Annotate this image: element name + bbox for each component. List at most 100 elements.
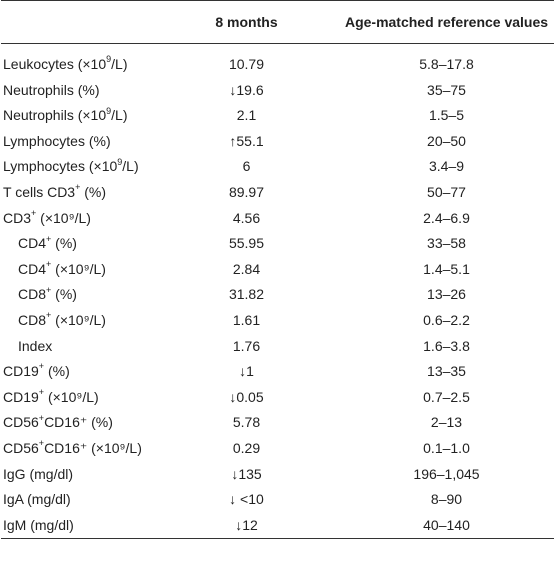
parameter-unit: CD16⁺ (×10⁹/L) [44,439,142,456]
reference-cell: 0.7–2.5 [423,388,470,405]
parameter-unit: (%) [80,183,107,200]
parameter-cell: CD8+ (%) [1,282,186,308]
parameter-unit: /L) [111,56,128,72]
parameter-cell: Lymphocytes (×109/L) [1,154,186,180]
parameter-label: IgA (mg/dl) [3,491,71,508]
value-cell: 1.61 [232,311,261,328]
parameter-superscript: + [38,387,45,398]
parameter-label: Lymphocytes (%) [3,132,111,149]
table-row: CD56+CD16⁺ (×10⁹/L) 0.29 0.1–1.0 [1,436,554,462]
reference-cell: 35–75 [427,81,466,98]
parameter-unit: CD16⁺ (%) [44,414,113,431]
table-row: Index 1.76 1.6–3.8 [1,334,554,360]
reference-cell: 20–50 [427,132,466,149]
table-row: Leukocytes (×109/L) 10.79 5.8–17.8 [1,52,554,78]
table-row: CD8+ (%) 31.82 13–26 [1,282,554,308]
parameter-superscript: + [38,361,45,372]
value-cell: 55.95 [228,235,265,252]
reference-cell: 13–26 [427,286,466,303]
value-cell: 2.84 [232,260,261,277]
table-row: CD19+ (%) ↓1 13–35 [1,359,554,385]
value-cell: ↓1 [239,363,254,380]
parameter-cell: Leukocytes (×109/L) [1,52,186,78]
header-row: 8 months Age-matched reference values [1,0,554,44]
parameter-label: CD56 [3,414,39,431]
parameter-unit: /L) [111,107,128,124]
parameter-label: CD19 [3,363,39,380]
reference-cell: 0.6–2.2 [423,311,470,328]
reference-cell: 50–77 [427,183,466,200]
parameter-unit: (×10⁹/L) [44,388,99,405]
table-row: CD3+ (×10⁹/L) 4.56 2.4–6.9 [1,206,554,232]
value-cell: 0.29 [232,439,261,456]
parameter-cell: IgA (mg/dl) [1,487,186,513]
reference-cell: 13–35 [427,363,466,380]
reference-cell: 40–140 [299,512,554,540]
parameter-superscript: + [46,310,52,321]
table-header: 8 months Age-matched reference values [1,0,554,44]
reference-cell: 8–90 [430,491,463,508]
table-row: CD56+CD16⁺ (%) 5.78 2–13 [1,410,554,436]
parameter-unit: (%) [44,363,70,380]
parameter-superscript: 9 [106,105,112,116]
reference-cell: 2.4–6.9 [423,209,470,226]
parameter-cell: CD3+ (×10⁹/L) [1,206,186,232]
reference-cell: 0.1–1.0 [423,439,470,456]
parameter-cell: T cells CD3+ (%) [1,180,186,206]
table-body: Leukocytes (×109/L) 10.79 5.8–17.8 Neutroph… [1,44,554,540]
parameter-label: CD4 [18,235,47,252]
value-cell: 10.79 [228,56,265,72]
parameter-superscript: 9 [117,156,123,167]
parameter-cell: CD4+ (×10⁹/L) [1,257,186,283]
parameter-unit: (%) [51,286,77,303]
parameter-superscript: + [75,182,81,193]
parameter-unit: /L) [122,158,139,175]
reference-cell: 33–58 [427,235,466,252]
value-cell: 31.82 [228,286,265,303]
parameter-label: IgG (mg/dl) [3,465,74,482]
header-value: 8 months [186,0,299,44]
table-row: IgA (mg/dl) ↓ <10 8–90 [1,487,554,513]
parameter-unit: (×10⁹/L) [36,209,91,226]
value-cell: ↓ <10 [229,491,264,508]
parameter-cell: Neutrophils (×109/L) [1,103,186,129]
parameter-label: CD19 [3,388,39,405]
table-row: Neutrophils (%) ↓19.6 35–75 [1,78,554,104]
parameter-label: CD8 [18,286,47,303]
parameter-cell: Lymphocytes (%) [1,129,186,155]
value-cell: ↓0.05 [229,388,264,405]
reference-cell: 1.6–3.8 [423,337,470,354]
parameter-label: Neutrophils (×10 [3,107,107,124]
reference-cell: 1.4–5.1 [423,260,470,277]
parameter-label: Lymphocytes (×10 [3,158,118,175]
parameter-unit: (×10⁹/L) [51,311,106,328]
parameter-superscript: 9 [106,54,112,65]
value-cell: ↑55.1 [229,132,264,149]
table-row: Lymphocytes (×109/L) 6 3.4–9 [1,154,554,180]
parameter-cell: CD8+ (×10⁹/L) [1,308,186,334]
value-cell: ↓135 [231,465,262,482]
parameter-label: CD8 [18,311,47,328]
value-cell: 2.1 [236,107,257,124]
table-row: CD19+ (×10⁹/L) ↓0.05 0.7–2.5 [1,385,554,411]
parameter-cell: IgM (mg/dl) [1,512,186,540]
value-cell: 6 [242,158,251,175]
parameter-superscript: + [46,284,52,295]
parameter-superscript: + [46,259,52,270]
parameter-label: Leukocytes (×10 [3,56,107,72]
parameter-superscript: + [38,412,45,423]
table-row: CD4+ (×10⁹/L) 2.84 1.4–5.1 [1,257,554,283]
header-parameter [1,0,186,44]
parameter-label: Neutrophils (%) [3,81,100,98]
spacer-row [1,44,554,53]
parameter-label: CD3 [3,209,32,226]
lab-results-table: 8 months Age-matched reference values Le… [1,0,554,540]
parameter-label: CD56 [3,439,39,456]
parameter-cell: Neutrophils (%) [1,78,186,104]
parameter-unit: (×10⁹/L) [51,260,106,277]
parameter-cell: CD4+ (%) [1,231,186,257]
reference-cell: 3.4–9 [428,158,465,175]
parameter-cell: CD19+ (%) [1,359,186,385]
value-cell: ↓12 [186,512,299,540]
